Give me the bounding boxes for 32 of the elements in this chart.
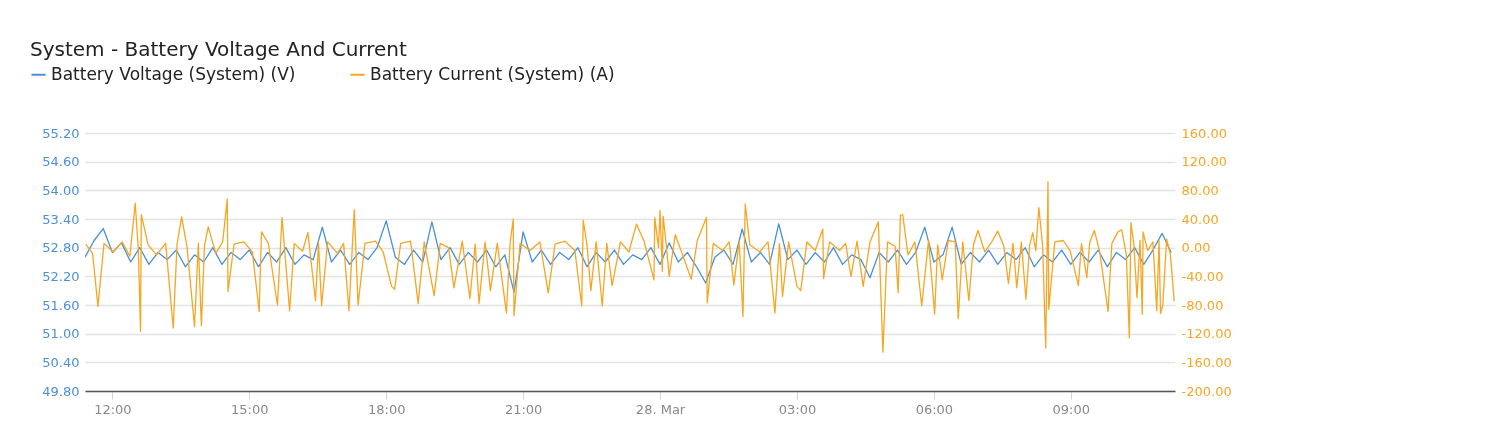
y-tick-label: 54.00 (42, 182, 80, 198)
chart-title: System - Battery Voltage And Current (30, 37, 407, 61)
y-tick-label: 50.40 (42, 354, 80, 370)
y2-tick-label: -120.00 (1181, 326, 1232, 342)
y-tick-label: 51.00 (42, 326, 80, 342)
y2-tick-label: -160.00 (1181, 354, 1232, 370)
x-tick-label: 21:00 (504, 401, 543, 417)
y-tick-label: 52.80 (42, 240, 80, 256)
x-tick-label: 15:00 (231, 401, 269, 417)
x-tick-label: 06:00 (915, 401, 954, 417)
line-series (85, 220, 1172, 293)
x-tick-label: 28. Mar (635, 401, 686, 417)
y2-tick-label: -200.00 (1181, 383, 1232, 399)
y2-tick-label: -80.00 (1181, 297, 1224, 313)
x-tick-label: 18:00 (367, 401, 406, 417)
y-tick-label: 54.60 (42, 154, 80, 170)
y2-tick-label: 160.00 (1181, 125, 1227, 141)
y-tick-label: 52.20 (42, 268, 80, 284)
legend-label: Battery Current (System) (A) (370, 63, 615, 84)
y2-tick-label: 80.00 (1181, 182, 1219, 198)
legend-label: Battery Voltage (System) (V) (51, 63, 296, 84)
y2-tick-label: 0.00 (1181, 240, 1211, 256)
y-tick-label: 53.40 (42, 211, 80, 227)
y2-tick-label: 40.00 (1181, 211, 1219, 227)
y-tick-label: 55.20 (42, 125, 80, 141)
y2-tick-label: 120.00 (1181, 154, 1227, 170)
y-tick-label: 51.60 (42, 297, 80, 313)
x-tick-label: 03:00 (778, 401, 817, 417)
y2-tick-label: -40.00 (1181, 268, 1224, 284)
y-tick-label: 49.80 (42, 383, 80, 399)
x-tick-label: 12:00 (94, 401, 132, 417)
x-tick-label: 09:00 (1052, 401, 1091, 417)
